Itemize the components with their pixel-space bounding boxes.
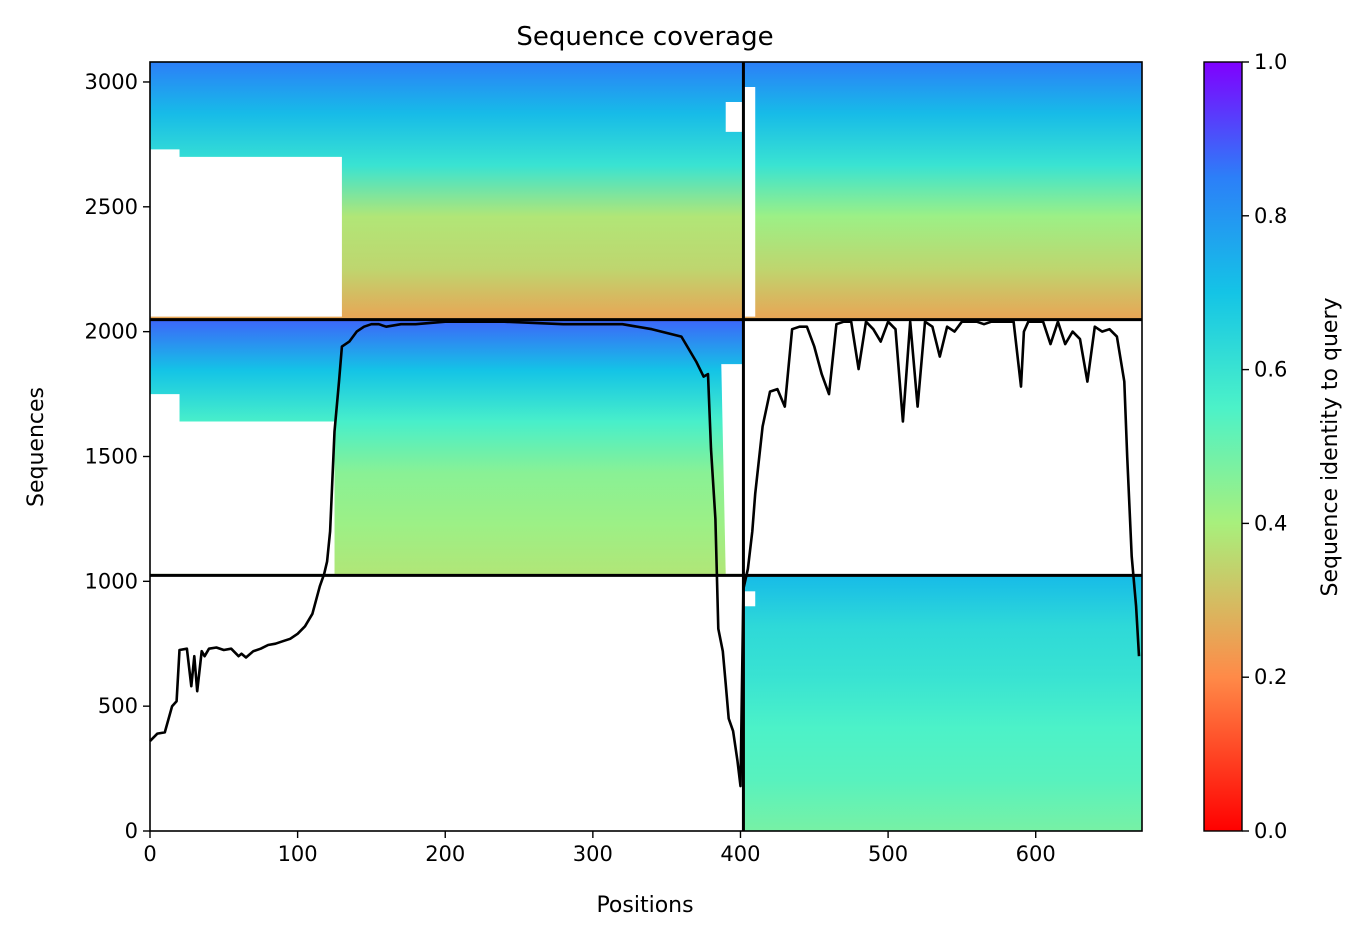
coverage-gap [743,86,756,317]
y-tick-label: 0 [125,819,138,843]
coverage-gap [150,394,335,574]
x-tick-label: 600 [1016,842,1056,866]
heatmap-block [743,62,1142,320]
y-tick-label: 500 [98,694,138,718]
colorbar: 0.0 0.2 0.4 0.6 0.8 1.0 [1203,50,1287,843]
coverage-line [149,320,1141,788]
x-tick-label: 0 [143,842,156,866]
y-tick-label: 2000 [85,320,138,344]
coverage-gap [725,101,744,132]
x-tick-label: 500 [868,842,908,866]
y-tick-label: 1500 [85,444,138,468]
x-tick-label: 400 [720,842,760,866]
heatmap-block [743,575,1142,831]
colorbar-tick-label: 1.0 [1254,50,1287,74]
colorbar-tick-label: 0.4 [1254,511,1287,535]
chart-title: Sequence coverage [516,22,773,52]
coverage-gap [150,149,342,317]
x-tick-label: 100 [278,842,318,866]
y-tick-label: 3000 [85,70,138,94]
colorbar-tick-label: 0.6 [1254,358,1287,382]
x-tick-label: 300 [573,842,613,866]
colorbar-tick-label: 0.0 [1254,819,1287,843]
y-tick-label: 2500 [85,195,138,219]
x-tick-label: 200 [425,842,465,866]
coverage-gap [743,591,756,607]
plot-area: 0 100 200 300 400 500 600 0 500 1000 1500 2000 2500 3… [85,61,1143,866]
colorbar-label: Sequence identity to query [1318,297,1343,596]
y-axis-label: Sequences [24,387,49,507]
coverage-gap [721,364,744,574]
colorbar-tick-label: 0.2 [1254,665,1287,689]
y-tick-label: 1000 [85,569,138,593]
colorbar-gradient [1203,61,1243,832]
plot-frame [149,61,1143,832]
colorbar-tick-label: 0.8 [1254,204,1287,228]
x-axis-label: Positions [596,893,693,918]
